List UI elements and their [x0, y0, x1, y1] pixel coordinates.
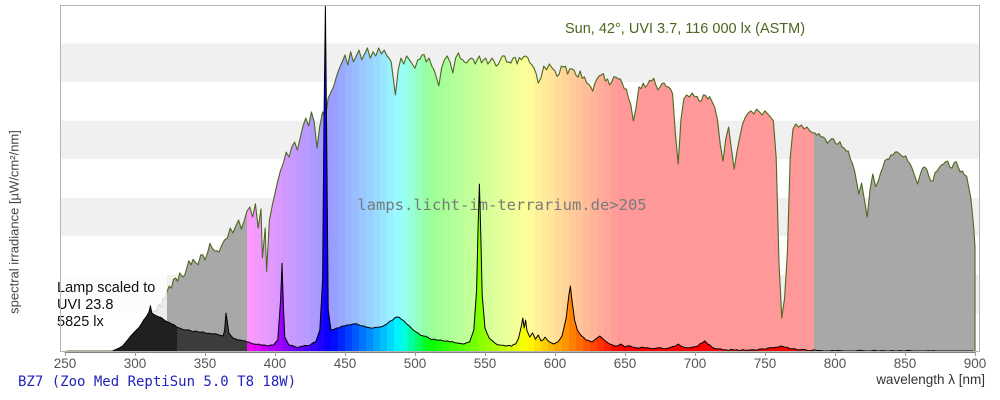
x-tick-label-550: 550: [473, 356, 497, 371]
x-tick-mark-700: [695, 352, 696, 356]
plot-border: [60, 5, 980, 352]
x-tick-label-400: 400: [263, 356, 287, 371]
x-axis-label: wavelength λ [nm]: [876, 372, 985, 387]
x-tick-mark-900: [975, 352, 976, 356]
x-tick-mark-550: [485, 352, 486, 356]
x-tick-mark-650: [625, 352, 626, 356]
x-tick-mark-250: [65, 352, 66, 356]
x-tick-label-350: 350: [193, 356, 217, 371]
lamp-scale-note-line2: UVI 23.8: [57, 297, 113, 313]
x-tick-label-650: 650: [613, 356, 637, 371]
x-tick-label-450: 450: [333, 356, 357, 371]
x-tick-mark-850: [905, 352, 906, 356]
x-tick-label-250: 250: [53, 356, 77, 371]
x-tick-mark-800: [835, 352, 836, 356]
x-tick-label-750: 750: [753, 356, 777, 371]
sun-annotation: Sun, 42°, UVI 3.7, 116 000 lx (ASTM): [565, 21, 805, 37]
x-tick-mark-400: [275, 352, 276, 356]
x-tick-mark-350: [205, 352, 206, 356]
x-tick-label-600: 600: [543, 356, 567, 371]
x-tick-label-300: 300: [123, 356, 147, 371]
spectra-canvas: lamps.licht-im-terrarium.de>205 Lamp sca…: [53, 5, 980, 353]
x-tick-label-900: 900: [963, 356, 987, 371]
lamp-name-caption: BZ7 (Zoo Med ReptiSun 5.0 T8 18W): [18, 374, 297, 390]
x-tick-mark-750: [765, 352, 766, 356]
x-tick-label-500: 500: [403, 356, 427, 371]
x-tick-mark-450: [345, 352, 346, 356]
sun-spectrum-area: [64, 47, 976, 353]
x-tick-mark-500: [415, 352, 416, 356]
x-tick-label-800: 800: [823, 356, 847, 371]
lamp-scale-note-line3: 5825 lx: [57, 314, 105, 330]
lamp-scale-note-line1: Lamp scaled to: [57, 280, 155, 296]
plot-area: lamps.licht-im-terrarium.de>205 Lamp sca…: [53, 5, 980, 353]
y-axis-label: spectral irradiance [µW/cm²/nm]: [6, 130, 22, 314]
x-tick-label-700: 700: [683, 356, 707, 371]
x-tick-mark-600: [555, 352, 556, 356]
x-tick-label-850: 850: [893, 356, 917, 371]
watermark-text: lamps.licht-im-terrarium.de>205: [357, 196, 646, 214]
x-tick-mark-300: [135, 352, 136, 356]
